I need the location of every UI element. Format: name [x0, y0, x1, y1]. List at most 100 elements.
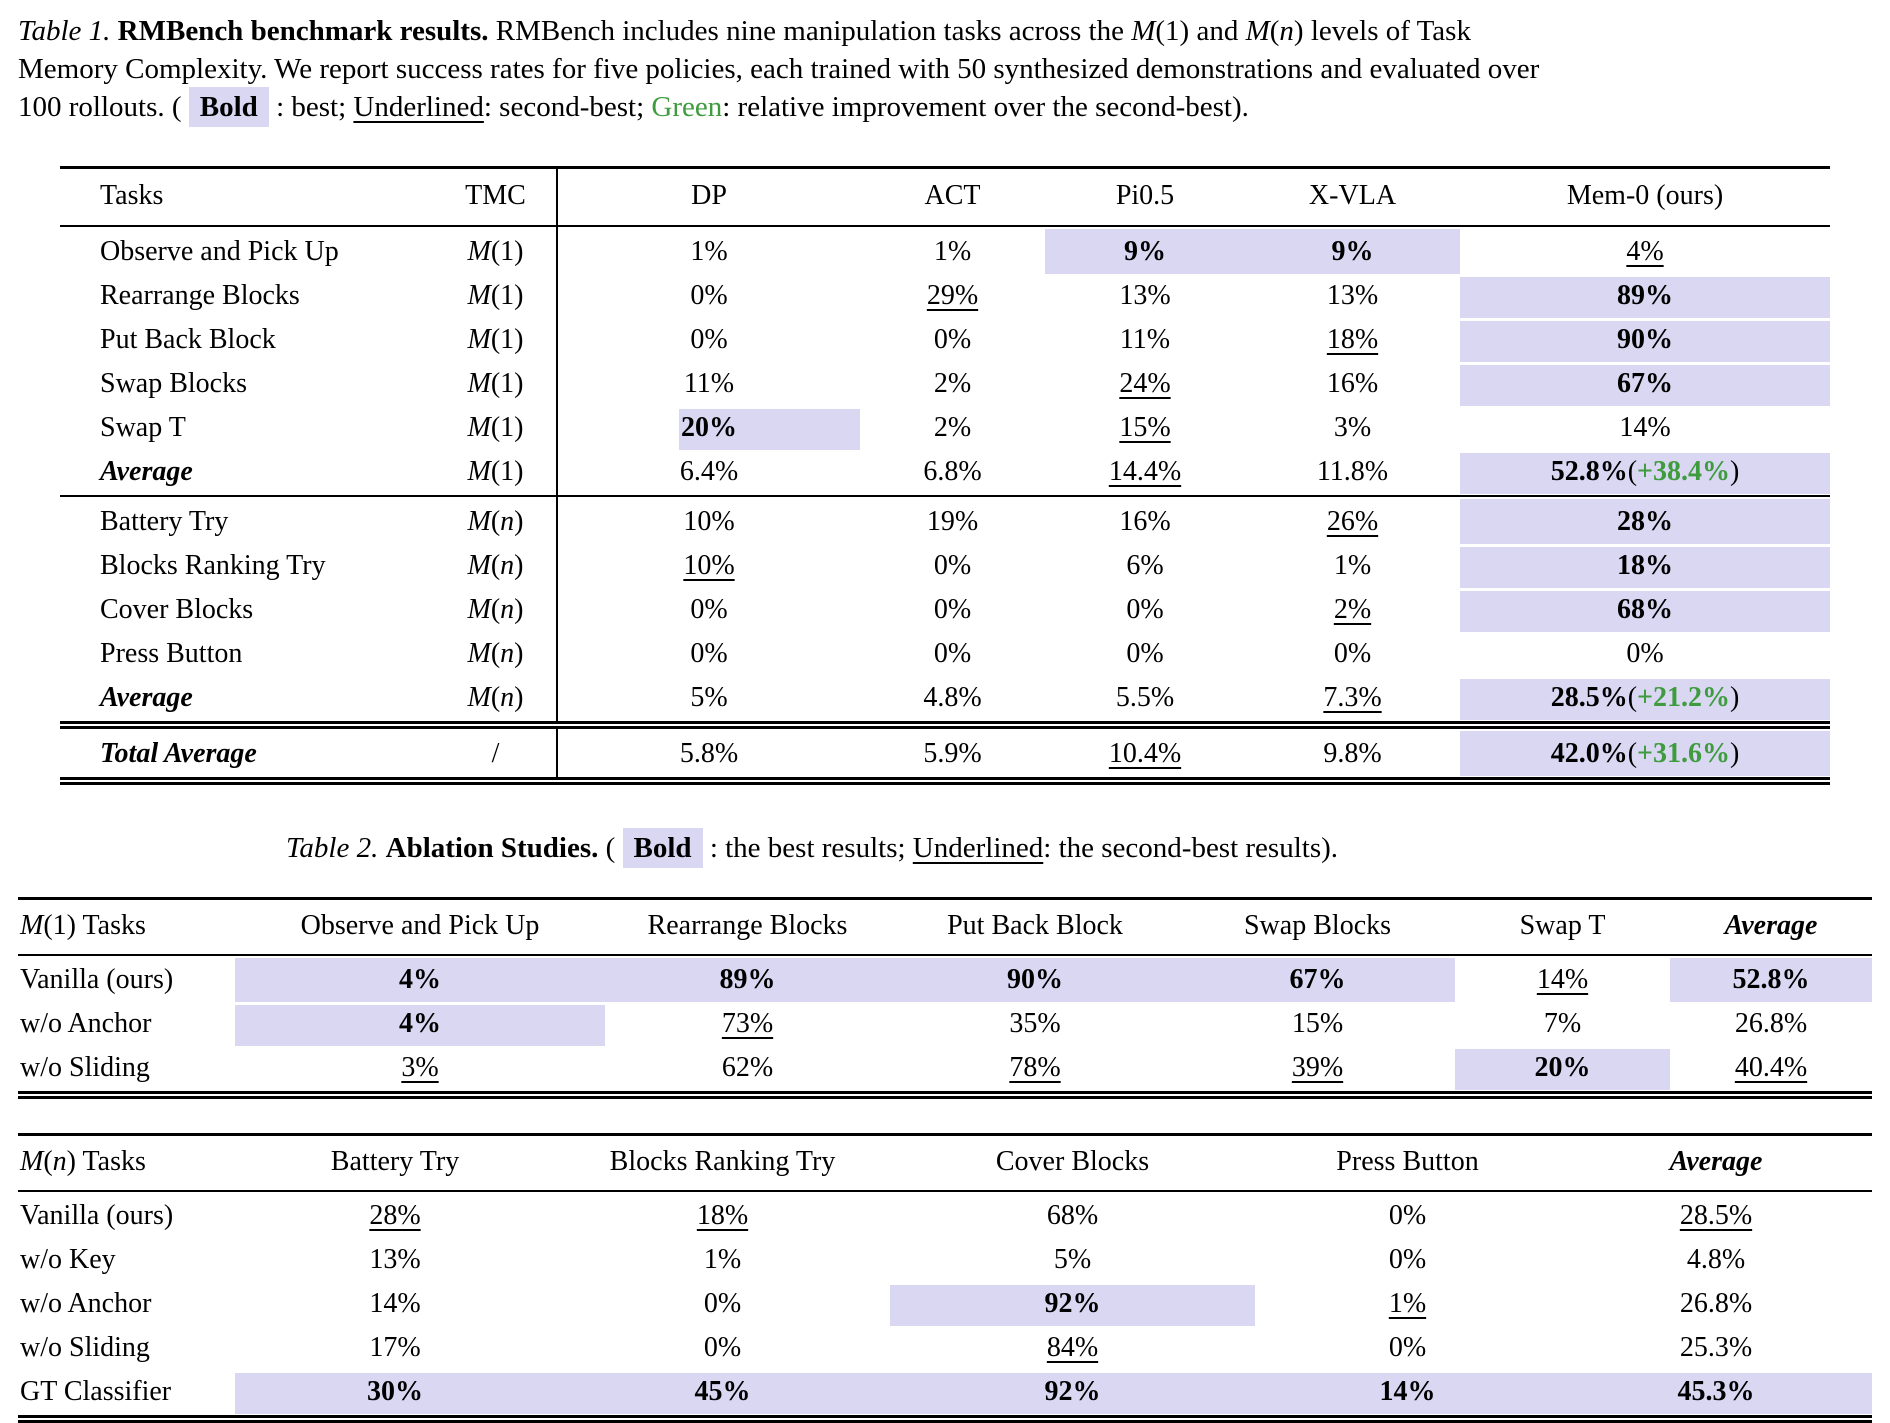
cell-value: 10% — [683, 506, 735, 537]
cell-value: 29% — [926, 280, 979, 311]
row-label: Press Button — [100, 638, 243, 669]
column-header: Swap Blocks — [1243, 910, 1392, 941]
cell-value: 39% — [1291, 1052, 1344, 1083]
tmc-cell: M(1) — [467, 412, 524, 443]
cell-value: 15% — [1119, 412, 1171, 443]
cell-value: 7.3% — [1323, 682, 1382, 713]
tmc-cell: M(1) — [467, 456, 524, 487]
caption-segment: Underlined — [912, 832, 1044, 864]
cell-value: 18% — [696, 1200, 749, 1231]
value-cell: 26.8% — [1670, 1003, 1872, 1047]
column-header: Cover Blocks — [995, 1146, 1150, 1177]
value-cell: 14% — [1460, 407, 1830, 451]
cell-value: 13% — [369, 1244, 421, 1275]
cell-value: 1% — [933, 236, 972, 267]
cell-value: 5.9% — [923, 738, 982, 769]
cell-value: 0% — [690, 324, 728, 355]
cell-value: 4% — [1626, 236, 1664, 267]
value-cell: 11% — [556, 363, 860, 407]
table-row: Average M(1) 6.4% 6.8% 14.4% 11.8% 52.8%(+38.4… — [60, 451, 1830, 496]
value-cell: 28.5% — [1560, 1191, 1872, 1239]
table-row: w/o Sliding 3% 62% 78% 39% 20% 40.4% — [18, 1047, 1872, 1095]
value-cell: 16% — [1045, 496, 1245, 545]
cell-value: 14% — [1619, 412, 1671, 443]
table2-mn-body: Vanilla (ours) 28% 18% 68% 0% 28.5% w/o Key 13%… — [18, 1191, 1872, 1419]
row-label: Battery Try — [100, 506, 229, 537]
cell-value: 3% — [1333, 412, 1372, 443]
row-label: Observe and Pick Up — [100, 236, 339, 267]
cell-value: 30% — [367, 1376, 423, 1407]
cell-value: 6% — [1126, 550, 1164, 581]
cell-value: 10.4% — [1108, 738, 1182, 769]
row-label: Vanilla (ours) — [20, 964, 174, 995]
row-label: Average — [100, 682, 193, 713]
cell-value: 92% — [1044, 1376, 1101, 1407]
value-cell: 26% — [1245, 496, 1460, 545]
value-cell: 10% — [556, 545, 860, 589]
value-cell: 0% — [556, 275, 860, 319]
table1-section-mn: Battery Try M(n) 10% 19% 16% 26% 28% Blocks Ran… — [60, 496, 1830, 725]
value-cell: 73% — [605, 1003, 890, 1047]
column-header: Mem-0 (ours) — [1566, 180, 1724, 211]
value-cell: 0% — [556, 633, 860, 677]
cell-value: 18% — [1326, 324, 1379, 355]
table-row: w/o Anchor 14% 0% 92% 1% 26.8% — [18, 1283, 1872, 1327]
value-cell: 0% — [860, 589, 1045, 633]
value-cell: 5% — [890, 1239, 1255, 1283]
table1-header: Tasks TMC DP ACT Pi0.5 X-VLA Mem-0 (ours) — [60, 167, 1830, 226]
column-header: ACT — [924, 180, 981, 211]
cell-value: 45.3% — [1677, 1376, 1755, 1407]
value-cell: 11.8% — [1245, 451, 1460, 496]
table2-mn-header: M(n) Tasks Battery Try Blocks Ranking Try C… — [18, 1135, 1872, 1191]
cell-value: 2% — [1333, 594, 1372, 625]
cell-value: 89% — [719, 964, 776, 995]
cell-value: 90% — [1617, 324, 1673, 355]
table2-m1: M(1) Tasks Observe and Pick Up Rearrange B… — [18, 897, 1872, 1099]
table2-m1-header: M(1) Tasks Observe and Pick Up Rearrange B… — [18, 899, 1872, 955]
cell-value: 1% — [690, 236, 728, 267]
value-cell: 2% — [1245, 589, 1460, 633]
cell-value: 5% — [1053, 1244, 1092, 1275]
paren: ( — [1627, 456, 1638, 487]
cell-value: 16% — [1326, 368, 1379, 399]
value-cell: 6.4% — [556, 451, 860, 496]
value-cell: 6.8% — [860, 451, 1045, 496]
cell-value: 20% — [681, 412, 737, 443]
value-cell: 19% — [860, 496, 1045, 545]
value-cell: 9% — [1045, 226, 1245, 275]
cell-value: 35% — [1009, 1008, 1061, 1039]
cell-value: 0% — [1388, 1244, 1427, 1275]
value-cell: 0% — [860, 633, 1045, 677]
table-row: Rearrange Blocks M(1) 0% 29% 13% 13% 89% — [60, 275, 1830, 319]
row-label: w/o Sliding — [20, 1052, 150, 1083]
cell-value: 26.8% — [1679, 1288, 1753, 1319]
caption-segment: : the best results; — [702, 832, 913, 864]
column-header: Battery Try — [330, 1146, 460, 1177]
value-cell: 67% — [1180, 955, 1455, 1003]
cell-value: 67% — [1289, 964, 1346, 995]
caption-segment: Bold — [188, 87, 269, 127]
value-cell: 45% — [555, 1371, 890, 1419]
cell-value: 24% — [1119, 368, 1171, 399]
value-cell: 10% — [556, 496, 860, 545]
value-cell: 9% — [1245, 226, 1460, 275]
value-cell: 0% — [1460, 633, 1830, 677]
cell-value: 15% — [1291, 1008, 1344, 1039]
cell-value: 40.4% — [1734, 1052, 1808, 1083]
caption-segment: Underlined — [353, 91, 484, 123]
cell-value: 52.8% — [1732, 964, 1810, 995]
cell-value: 20% — [1534, 1052, 1591, 1083]
value-cell: 39% — [1180, 1047, 1455, 1095]
value-cell: 3% — [235, 1047, 605, 1095]
cell-value: 42.0% — [1550, 738, 1628, 769]
cell-value: 90% — [1007, 964, 1063, 995]
value-cell: 28.5%(+21.2%) — [1460, 677, 1830, 725]
row-label: w/o Anchor — [20, 1008, 152, 1039]
value-cell: 52.8%(+38.4%) — [1460, 451, 1830, 496]
cell-value: 0% — [933, 550, 972, 581]
cell-value: 26.8% — [1734, 1008, 1808, 1039]
table-row: Vanilla (ours) 28% 18% 68% 0% 28.5% — [18, 1191, 1872, 1239]
value-cell: 16% — [1245, 363, 1460, 407]
table-row: Battery Try M(n) 10% 19% 16% 26% 28% — [60, 496, 1830, 545]
value-cell: 5% — [556, 677, 860, 725]
